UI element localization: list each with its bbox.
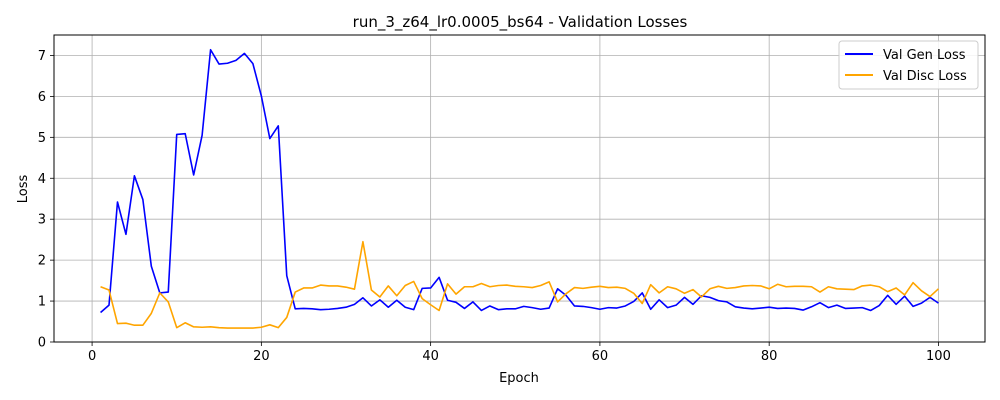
y-axis-ticks: 0 1 2 3 4 5 6 7	[38, 49, 54, 351]
x-tick-label: 100	[926, 349, 951, 364]
x-tick-label: 0	[88, 349, 96, 364]
legend-label-val-disc-loss: Val Disc Loss	[883, 69, 967, 84]
y-tick-label: 2	[38, 254, 46, 269]
plot-frame	[53, 34, 986, 343]
x-tick-label: 40	[422, 349, 439, 364]
y-tick-label: 6	[38, 90, 46, 105]
series-layer	[100, 48, 939, 329]
y-tick-label: 5	[38, 131, 46, 146]
legend-box	[838, 40, 979, 90]
chart-title: run_3_z64_lr0.0005_bs64 - Validation Los…	[353, 13, 688, 32]
x-tick-label: 60	[592, 349, 609, 364]
x-tick-label: 80	[761, 349, 778, 364]
legend-label-val-gen-loss: Val Gen Loss	[883, 48, 966, 63]
x-axis-ticks: 0 20 40 60 80 100	[88, 342, 951, 364]
y-tick-label: 7	[38, 49, 46, 64]
y-tick-label: 4	[38, 172, 46, 187]
series-line-val-disc-loss	[100, 240, 939, 329]
y-tick-label: 1	[38, 295, 46, 310]
series-line-val-gen-loss	[100, 48, 939, 314]
y-tick-label: 0	[38, 336, 46, 351]
legend: Val Gen Loss Val Disc Loss	[838, 40, 979, 90]
y-axis-label: Loss	[16, 175, 31, 204]
x-tick-label: 20	[253, 349, 270, 364]
y-tick-label: 3	[38, 213, 46, 228]
x-axis-label: Epoch	[499, 371, 539, 386]
